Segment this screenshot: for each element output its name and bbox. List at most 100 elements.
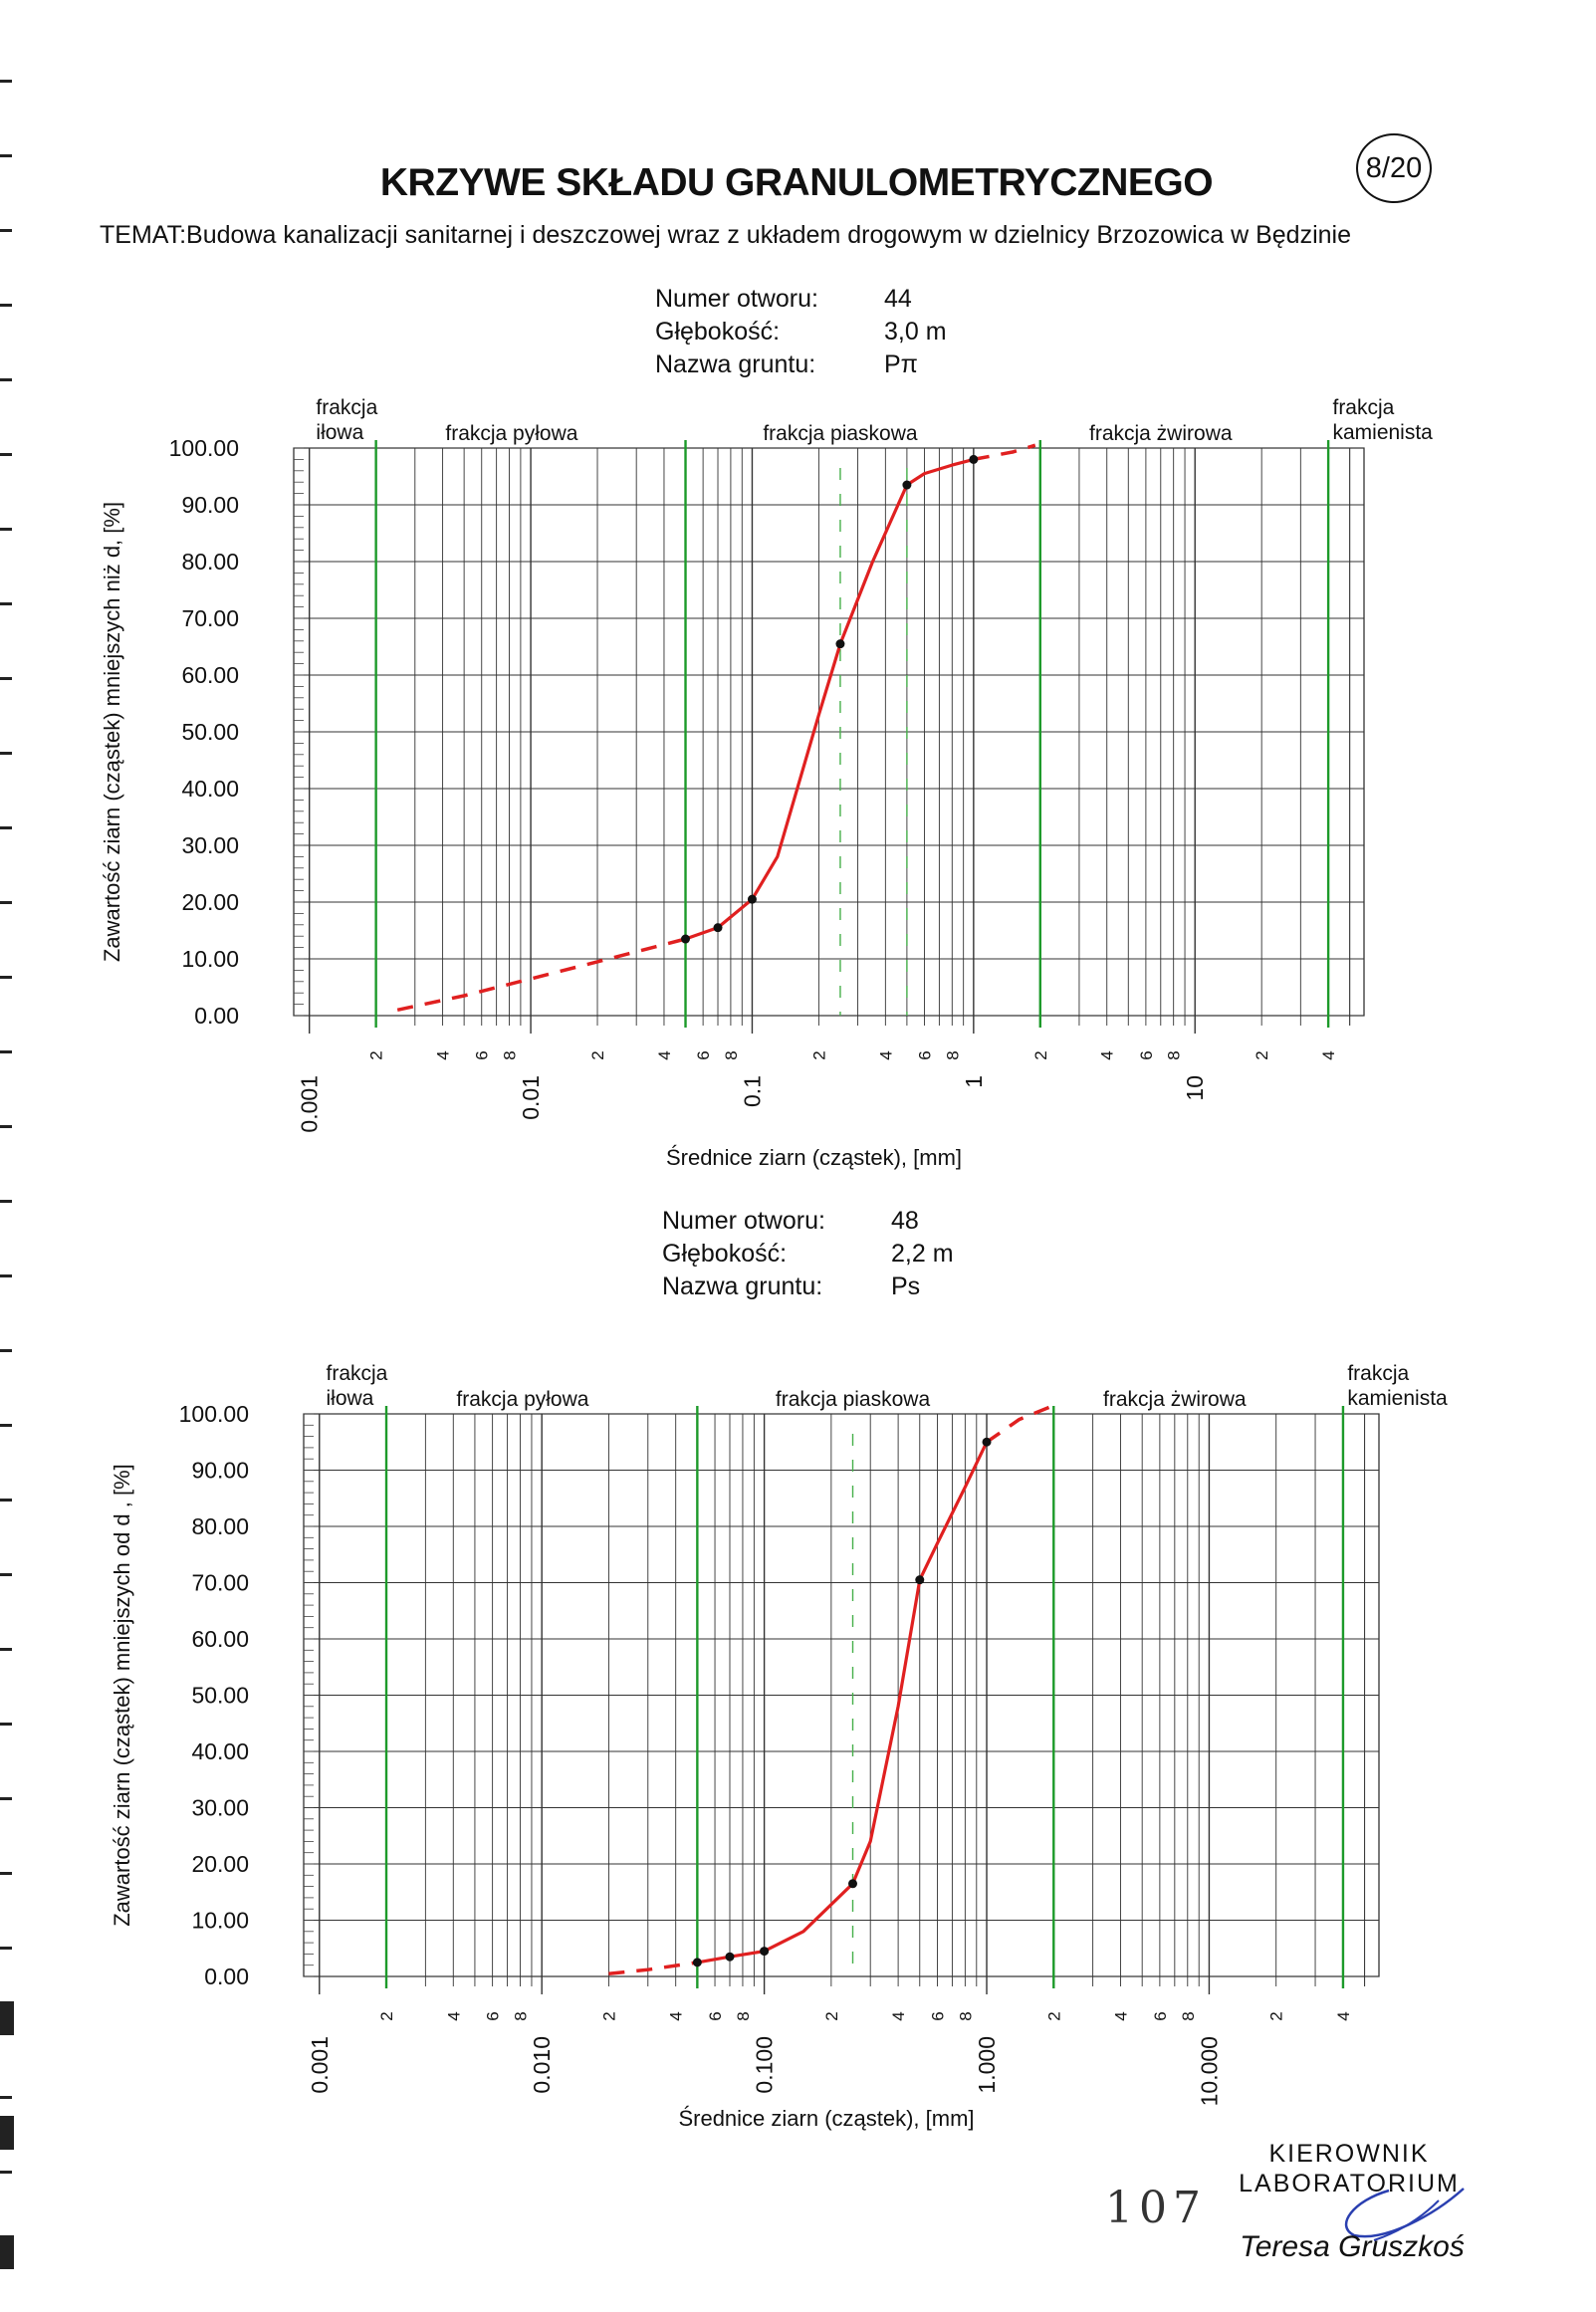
binder-mark — [0, 677, 12, 680]
binder-mark — [0, 2235, 14, 2269]
binder-mark — [0, 1648, 12, 1651]
x-minor-tick-label: 4 — [667, 2011, 686, 2020]
measured-point — [725, 1952, 735, 1962]
signatory-name: Teresa Gruszkoś — [1240, 2230, 1465, 2263]
fraction-label-line: frakcja — [316, 396, 377, 419]
fraction-label-line: iłowa — [327, 1387, 374, 1410]
x-minor-tick-label: 6 — [694, 1050, 713, 1059]
x-minor-tick-label: 6 — [928, 2011, 947, 2020]
fraction-label: frakcja pyłowa — [456, 1388, 588, 1411]
x-major-tick-label: 10 — [1182, 1075, 1208, 1101]
x-minor-tick-label: 2 — [1031, 1050, 1050, 1059]
laboratory-stamp: KIEROWNIK LABORATORIUM — [1225, 2139, 1474, 2198]
grading-curve — [697, 1441, 989, 1965]
y-tick-label: 80.00 — [181, 549, 239, 575]
fraction-label-line: frakcja żwirowa — [1103, 1388, 1247, 1411]
x-minor-tick-label: 6 — [1137, 1050, 1156, 1059]
fraction-label: frakcja pyłowa — [445, 422, 577, 445]
page-number: 107 — [1105, 2183, 1207, 2233]
binder-mark — [0, 528, 12, 531]
x-minor-tick-label: 2 — [1267, 2011, 1286, 2020]
y-tick-label: 60.00 — [181, 662, 239, 688]
y-tick-label: 20.00 — [191, 1851, 249, 1877]
x-minor-tick-label: 4 — [1098, 1050, 1117, 1059]
binder-mark — [0, 378, 12, 381]
y-tick-label: 80.00 — [191, 1513, 249, 1539]
x-minor-tick-label: 8 — [501, 1050, 520, 1059]
x-major-tick-label: 0.010 — [529, 2036, 555, 2094]
borehole-label: Numer otworu: — [655, 285, 818, 313]
extrapolated-curve-coarse — [986, 1403, 1054, 1444]
x-minor-tick-label: 4 — [1112, 2011, 1131, 2020]
y-tick-label: 70.00 — [181, 605, 239, 631]
binder-mark — [0, 453, 12, 456]
measured-point — [747, 894, 757, 904]
y-tick-label: 90.00 — [191, 1458, 249, 1484]
x-minor-tick-label: 4 — [876, 1050, 895, 1059]
sample-info-1: Numer otworu: 44 Głębokość: 3,0 m Nazwa gr… — [655, 285, 947, 383]
measured-point — [713, 923, 723, 933]
x-minor-tick-label: 4 — [1319, 1050, 1338, 1059]
binder-mark — [0, 1274, 12, 1277]
x-major-tick-label: 0.001 — [307, 2036, 333, 2094]
fraction-label-line: frakcja — [1332, 396, 1394, 419]
measured-point — [848, 1879, 858, 1889]
x-minor-tick-label: 2 — [1044, 2011, 1063, 2020]
measured-point — [692, 1958, 702, 1967]
measured-point — [969, 454, 979, 464]
x-minor-tick-label: 6 — [473, 1050, 492, 1059]
x-major-tick-label: 0.01 — [518, 1075, 544, 1120]
y-tick-label: 40.00 — [181, 776, 239, 802]
x-minor-tick-label: 2 — [599, 2011, 618, 2020]
x-major-tick-label: 0.1 — [739, 1075, 765, 1107]
binder-mark — [0, 1573, 12, 1576]
x-minor-tick-label: 6 — [1151, 2011, 1170, 2020]
fraction-label-line: frakcja — [1347, 1362, 1409, 1385]
binder-mark — [0, 602, 12, 605]
lab-title-line1: KIEROWNIK — [1268, 2140, 1430, 2168]
fraction-label: frakcja iłowa — [316, 396, 377, 444]
x-minor-tick-label: 2 — [588, 1050, 607, 1059]
binder-mark — [0, 1200, 12, 1203]
handwritten-signature — [1344, 2188, 1465, 2241]
binder-mark — [0, 229, 12, 232]
binder-mark — [0, 2096, 12, 2099]
fraction-label-line: frakcja pyłowa — [445, 422, 577, 445]
fraction-label: frakcja żwirowa — [1103, 1388, 1247, 1411]
y-tick-label: 0.00 — [194, 1003, 239, 1029]
fraction-label-line: kamienista — [1332, 421, 1433, 444]
binder-mark — [0, 154, 12, 157]
measured-point — [681, 934, 691, 944]
grain-size-chart-2: 0.0010.0020.0030.0040.0050.0060.0070.008… — [110, 1362, 1448, 2131]
depth-value: 3,0 m — [884, 318, 947, 346]
y-tick-label: 30.00 — [191, 1795, 249, 1821]
x-minor-tick-label: 6 — [916, 1050, 935, 1059]
fraction-label: frakcja kamienista — [1347, 1362, 1448, 1410]
sample-info-2: Numer otworu: 48 Głębokość: 2,2 m Nazwa gr… — [662, 1207, 954, 1305]
y-tick-label: 70.00 — [191, 1570, 249, 1596]
y-tick-label: 20.00 — [181, 889, 239, 915]
binder-mark — [0, 1797, 12, 1800]
borehole-value: 48 — [891, 1207, 919, 1235]
extrapolated-curve-fine — [396, 937, 686, 1013]
x-minor-tick-label: 6 — [484, 2011, 503, 2020]
x-minor-tick-label: 2 — [377, 2011, 396, 2020]
binder-mark — [0, 1125, 12, 1128]
measured-point — [915, 1575, 925, 1585]
fraction-label: frakcja kamienista — [1332, 396, 1433, 444]
x-axis-title: Średnice ziarn (cząstek), [mm] — [666, 1145, 962, 1170]
binder-mark — [0, 80, 12, 83]
x-minor-tick-label: 8 — [1179, 2011, 1198, 2020]
grading-curve — [684, 457, 975, 941]
fraction-label-line: kamienista — [1347, 1387, 1448, 1410]
x-minor-tick-label: 8 — [943, 1050, 962, 1059]
binder-mark — [0, 826, 12, 829]
y-tick-label: 30.00 — [181, 832, 239, 858]
x-minor-tick-label: 4 — [655, 1050, 674, 1059]
borehole-label: Numer otworu: — [662, 1207, 825, 1235]
binder-mark — [0, 752, 12, 755]
grain-size-chart-1: 0.0010.0020.0030.0040.0050.0060.0070.008… — [100, 396, 1433, 1170]
fraction-label: frakcja żwirowa — [1089, 422, 1233, 445]
binder-mark — [0, 2171, 12, 2174]
